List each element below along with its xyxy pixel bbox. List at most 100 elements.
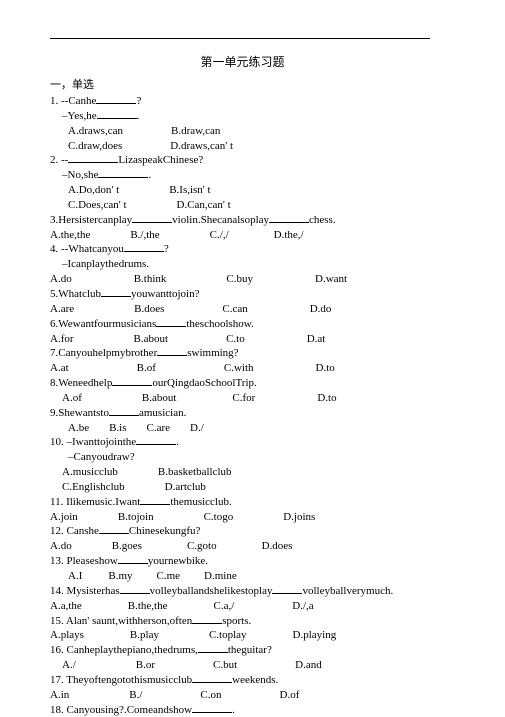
option: D.do: [310, 303, 332, 315]
option: A.of: [50, 392, 82, 404]
question-line: –Canyoudraw?: [50, 450, 435, 465]
option: C.to: [226, 333, 245, 345]
option: B.about: [142, 392, 177, 404]
option: C.draw,does: [50, 140, 122, 152]
question-line: 6.Wewantfourmusicianstheschoolshow.: [50, 317, 435, 332]
option: D.of: [280, 689, 300, 701]
option: A.Do,don' t: [50, 184, 119, 196]
option: B.does: [134, 303, 164, 315]
option: B.or: [136, 659, 155, 671]
option: B.is: [109, 422, 126, 434]
option-row: A.doB.goesC.gotoD.does: [50, 539, 435, 554]
option: D.draws,can' t: [170, 140, 233, 152]
option: C.togo: [204, 511, 234, 523]
option: A.are: [50, 303, 74, 315]
option: D.playing: [293, 629, 337, 641]
question-line: 8.WeneedhelpourQingdaoSchoolTrip.: [50, 376, 435, 391]
question-line: 12. CansheChinesekungfu?: [50, 524, 435, 539]
option-row: C.draw,does D.draws,can' t: [50, 139, 435, 154]
question-line: 9.Shewantstoamusician.: [50, 406, 435, 421]
option: A.musicclub: [50, 466, 118, 478]
option-row: A.atB.ofC.withD.to: [50, 361, 435, 376]
option-row: A.I B.my C.me D.mine: [50, 569, 435, 584]
option: C.Englishclub: [50, 481, 125, 493]
option: D./: [190, 422, 204, 434]
option: A./: [50, 659, 76, 671]
option: A.the,the: [50, 229, 90, 241]
option: C.can: [222, 303, 247, 315]
option-row: A.joinB.tojoinC.togoD.joins: [50, 510, 435, 525]
option: A.for: [50, 333, 74, 345]
option: A.do: [50, 273, 72, 285]
option: D.want: [315, 273, 347, 285]
option: D.mine: [204, 570, 237, 582]
option-row: A.in B./ C.on D.of: [50, 688, 435, 703]
option: B.tojoin: [118, 511, 154, 523]
option-row: A.the,the B./,the C./,/ D.the,/: [50, 228, 435, 243]
option-row: A.do B.think C.buy D.want: [50, 272, 435, 287]
option: C.on: [200, 689, 221, 701]
option: B.my: [108, 570, 132, 582]
question-line: 15. Alan' saunt,withherson,oftensports.: [50, 614, 435, 629]
question-line: 17. Theyoftengotothismusicclubweekends.: [50, 673, 435, 688]
option: C.for: [232, 392, 255, 404]
option: D.at: [307, 333, 326, 345]
option: C.Does,can' t: [50, 199, 127, 211]
option: A.I: [50, 570, 82, 582]
option-row: A.of B.about C.for D.to: [50, 391, 435, 406]
option-row: A.a,the B.the,the C.a,/ D./,a: [50, 599, 435, 614]
option: B.think: [134, 273, 167, 285]
option: D.Can,can' t: [177, 199, 231, 211]
option-row: A.playsB.playC.toplayD.playing: [50, 628, 435, 643]
option: A.in: [50, 689, 69, 701]
title: 第一单元练习题: [50, 53, 435, 70]
option: A.join: [50, 511, 78, 523]
option: A.be: [50, 422, 89, 434]
option: A.draws,can: [50, 125, 123, 137]
option-row: C.Does,can' t D.Can,can' t: [50, 198, 435, 213]
option: B.play: [130, 629, 159, 641]
option: C.buy: [226, 273, 253, 285]
option: B.basketballclub: [158, 466, 232, 478]
option: B.goes: [112, 540, 142, 552]
question-line: 7.Canyouhelpmybrotherswimming?: [50, 346, 435, 361]
option: D.and: [295, 659, 322, 671]
option: D./,a: [292, 600, 313, 612]
option: B./,the: [130, 229, 159, 241]
question-line: 1. --Canhe?: [50, 94, 435, 109]
option-row: C.Englishclub D.artclub: [50, 480, 435, 495]
option: A.a,the: [50, 600, 82, 612]
option: C.but: [213, 659, 237, 671]
option: D.the,/: [274, 229, 304, 241]
option: A.at: [50, 362, 69, 374]
option-row: A./ B.or C.but D.and: [50, 658, 435, 673]
question-line: 10. –Iwanttojointhe.: [50, 435, 435, 450]
option: D.artclub: [165, 481, 206, 493]
option: C.a,/: [213, 600, 234, 612]
option: B.of: [137, 362, 156, 374]
option: B.about: [134, 333, 169, 345]
question-line: 14. Mysisterhasvolleyballandshelikestopl…: [50, 584, 435, 599]
option: A.do: [50, 540, 72, 552]
option-row: A.are B.does C.can D.do: [50, 302, 435, 317]
option: B.the,the: [128, 600, 168, 612]
question-line: 4. --Whatcanyou?: [50, 242, 435, 257]
option: D.to: [316, 362, 335, 374]
option: B./: [129, 689, 142, 701]
option: C.are: [147, 422, 171, 434]
question-line: –Yes,he.: [50, 109, 435, 124]
option-row: A.be B.is C.are D./: [50, 421, 435, 436]
option: C.me: [157, 570, 181, 582]
option-row: A.draws,canB.draw,can: [50, 124, 435, 139]
question-line: 11. Ilikemusic.Iwantthemusicclub.: [50, 495, 435, 510]
option: A.plays: [50, 629, 84, 641]
question-line: 13. Pleaseshowyournewbike.: [50, 554, 435, 569]
question-line: 5.Whatclubyouwanttojoin?: [50, 287, 435, 302]
question-line: –Icanplaythedrums.: [50, 257, 435, 272]
option: D.to: [317, 392, 336, 404]
option: D.does: [262, 540, 293, 552]
question-line: 2. --LizaspeakChinese?: [50, 153, 435, 168]
option: C./,/: [210, 229, 229, 241]
question-line: 18. Canyousing?.Comeandshow.: [50, 703, 435, 717]
question-line: –No,she.: [50, 168, 435, 183]
